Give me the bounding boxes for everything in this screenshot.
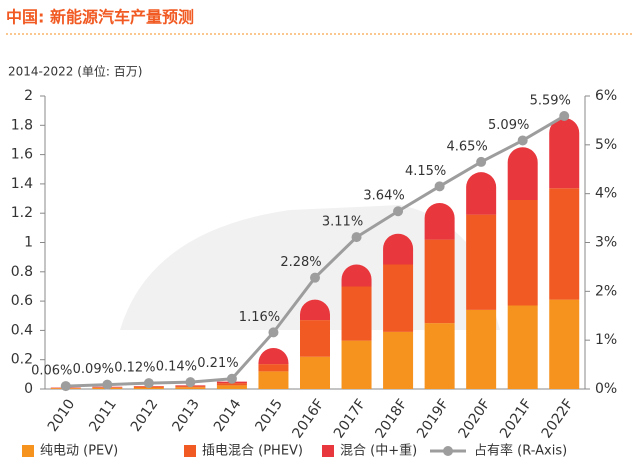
- bar-segment: [424, 202, 455, 240]
- y-tick-label: 0.4: [11, 322, 33, 338]
- y-tick-label: 1.2: [11, 205, 33, 221]
- bar-segment: [466, 309, 497, 389]
- y2-tick-label: 4%: [595, 186, 617, 202]
- y-tick-label: 0.8: [11, 264, 33, 280]
- legend-label: 插电混合 (PHEV): [202, 444, 303, 459]
- legend-swatch: [322, 445, 334, 457]
- x-tick-label: 2013: [169, 396, 203, 434]
- bar-segment: [466, 172, 497, 215]
- bar-segment: [175, 387, 206, 389]
- legend-label: 纯电动 (PEV): [40, 444, 118, 459]
- bar-segment: [258, 364, 289, 372]
- legend-label: 混合 (中+重): [340, 443, 417, 459]
- bar-segment: [133, 387, 164, 389]
- bar-segment: [341, 264, 372, 287]
- bar-segment: [300, 356, 330, 389]
- data-label: 0.09%: [73, 362, 114, 377]
- y-tick-label: 1.4: [11, 176, 33, 192]
- bar-segment: [383, 331, 414, 389]
- data-label: 4.65%: [446, 139, 487, 154]
- y-tick-label: 0.6: [11, 293, 33, 309]
- data-label: 3.11%: [322, 215, 363, 230]
- y-tick-label: 2: [24, 88, 33, 104]
- bar-segment: [383, 264, 414, 332]
- bar-segment: [549, 299, 580, 389]
- share-point: [310, 272, 320, 283]
- y-tick-label: 0.2: [11, 352, 33, 368]
- y2-tick-label: 0%: [595, 381, 617, 397]
- chart-title: 中国: 新能源汽车产量预测: [6, 8, 194, 27]
- bar-segment: [549, 117, 580, 189]
- share-point: [226, 373, 237, 384]
- y2-tick-label: 5%: [595, 137, 617, 153]
- bar-segment: [300, 299, 330, 321]
- x-tick-label: 2018F: [372, 396, 410, 441]
- legend-swatch: [22, 445, 34, 457]
- data-label: 0.12%: [114, 361, 155, 376]
- x-tick-label: 2022F: [539, 396, 577, 441]
- y-tick-label: 0: [24, 381, 33, 397]
- x-tick-label: 2017F: [331, 396, 369, 441]
- data-label: 1.16%: [239, 310, 280, 325]
- bar-segment: [341, 286, 372, 341]
- bar-segment: [258, 347, 289, 365]
- y2-tick-label: 2%: [595, 283, 617, 299]
- legend-swatch: [443, 446, 453, 456]
- data-label: 0.06%: [31, 364, 72, 379]
- bar-segment: [258, 371, 289, 389]
- data-label: 0.14%: [156, 360, 197, 375]
- y2-tick-label: 6%: [595, 88, 617, 104]
- bar-segment: [383, 233, 414, 265]
- share-point: [143, 378, 154, 389]
- share-point: [559, 111, 570, 122]
- x-tick-label: 2010: [45, 396, 79, 434]
- data-label: 2.28%: [280, 255, 321, 270]
- bar-segment: [341, 340, 372, 389]
- bar-segment: [216, 385, 247, 389]
- data-label: 5.59%: [530, 94, 571, 109]
- y2-tick-label: 1%: [595, 332, 617, 348]
- x-tick-label: 2016F: [289, 396, 327, 441]
- legend-label: 占有率 (R-Axis): [474, 443, 567, 459]
- bar-segment: [424, 323, 455, 389]
- share-point: [351, 232, 362, 243]
- x-tick-label: 2011: [86, 396, 120, 434]
- bar-segment: [216, 383, 247, 386]
- bar-segment: [507, 200, 538, 306]
- bar-segment: [507, 147, 538, 201]
- share-point: [476, 156, 487, 167]
- x-tick-label: 2012: [128, 396, 162, 434]
- share-point: [517, 135, 528, 146]
- bar-segment: [424, 239, 455, 324]
- y2-tick-label: 3%: [595, 235, 617, 251]
- x-tick-label: 2020F: [456, 396, 494, 441]
- bar-segment: [300, 320, 330, 357]
- y-tick-label: 1.8: [11, 117, 33, 133]
- x-tick-label: 2021F: [497, 396, 535, 441]
- share-point: [102, 379, 113, 390]
- axis-title: 2014-2022 (单位: 百万): [8, 64, 142, 79]
- x-tick-label: 2014: [211, 396, 245, 434]
- bar-segment: [466, 214, 497, 310]
- data-label: 3.64%: [363, 189, 404, 204]
- y-tick-label: 1.6: [11, 147, 33, 163]
- data-label: 0.21%: [197, 356, 238, 371]
- data-label: 4.15%: [405, 164, 446, 179]
- bar-segment: [507, 305, 538, 389]
- share-point: [185, 377, 196, 388]
- y-tick-label: 1: [24, 235, 33, 251]
- share-point: [434, 181, 445, 192]
- data-label: 5.09%: [488, 118, 529, 133]
- share-point: [268, 327, 279, 338]
- share-point: [60, 381, 71, 392]
- bar-segment: [549, 188, 580, 300]
- share-point: [393, 206, 404, 217]
- x-tick-label: 2015: [252, 396, 286, 434]
- x-tick-label: 2019F: [414, 396, 452, 441]
- legend-swatch: [184, 445, 196, 457]
